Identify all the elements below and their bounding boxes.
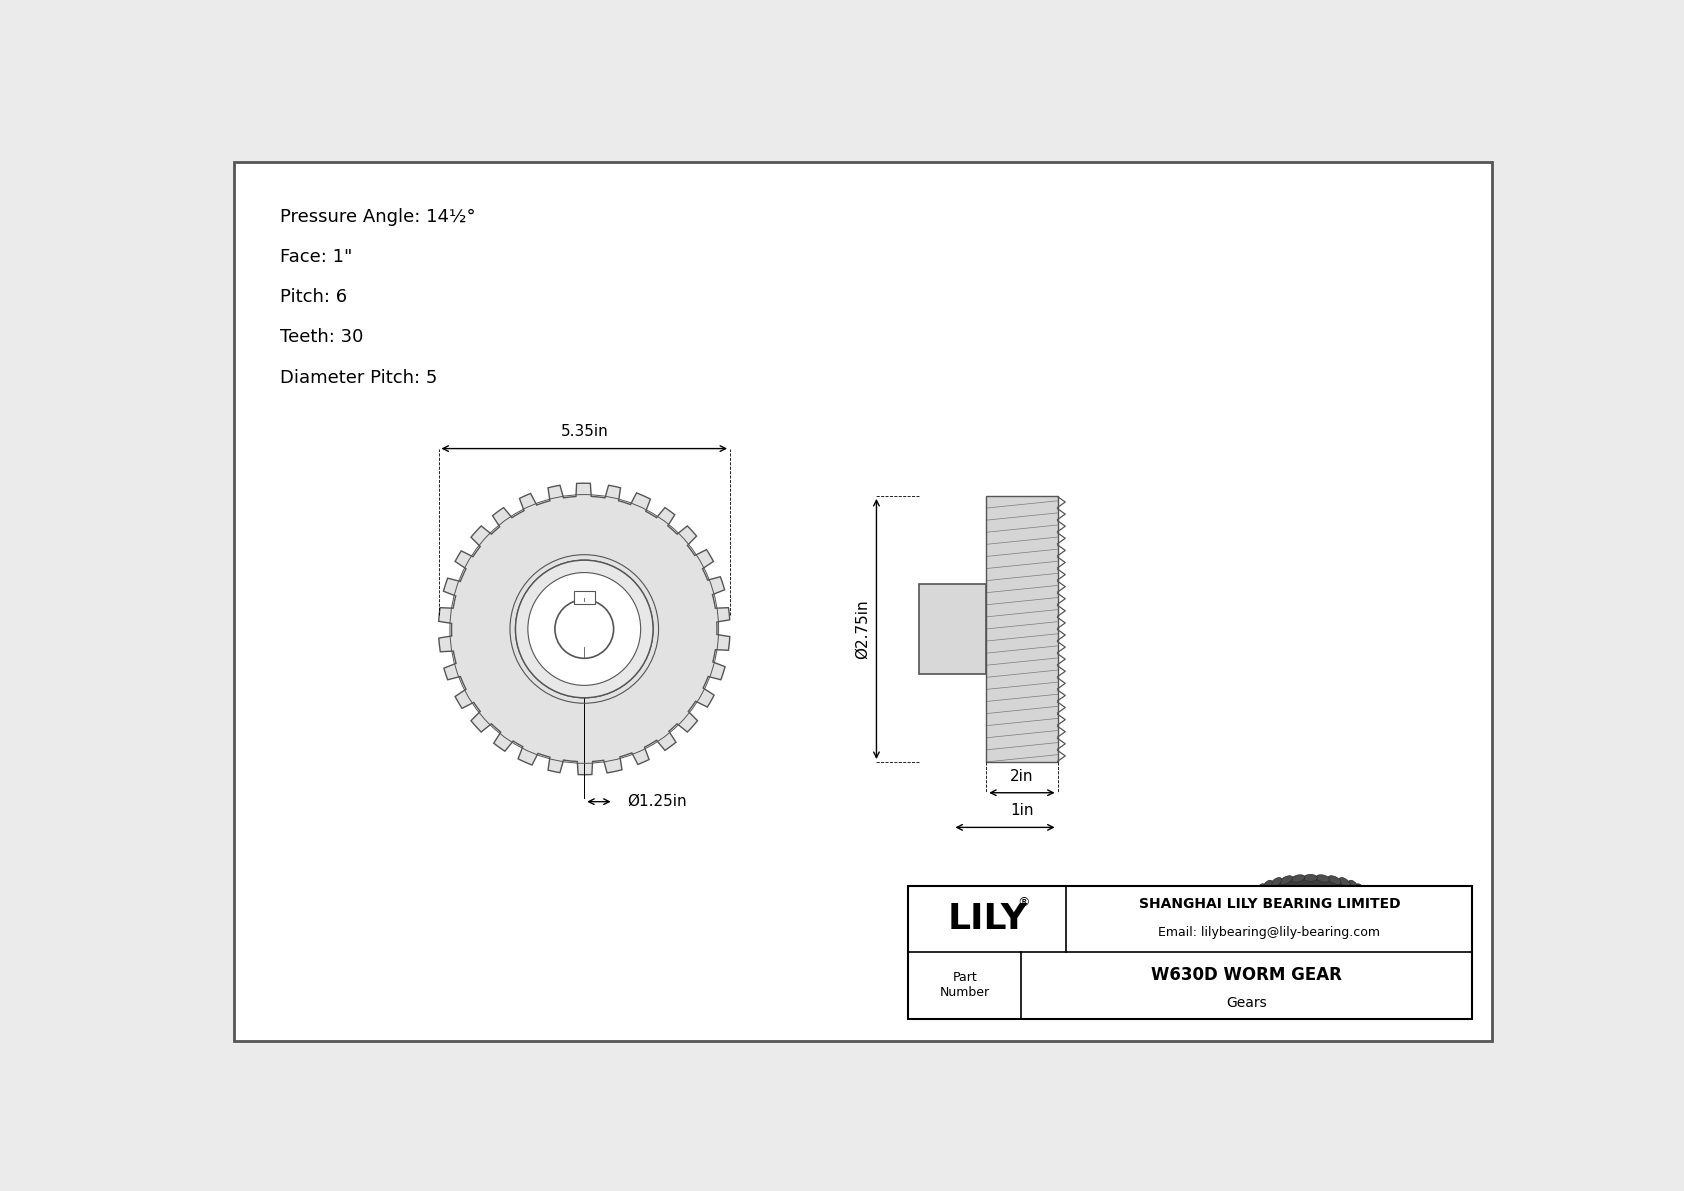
Ellipse shape (1261, 908, 1271, 918)
Ellipse shape (1329, 915, 1340, 923)
Ellipse shape (1256, 903, 1265, 915)
Text: Gears: Gears (1226, 996, 1268, 1010)
Text: SHANGHAI LILY BEARING LIMITED: SHANGHAI LILY BEARING LIMITED (1138, 897, 1399, 911)
Ellipse shape (1361, 898, 1367, 911)
Ellipse shape (1307, 898, 1315, 902)
Ellipse shape (1339, 878, 1351, 887)
Ellipse shape (1315, 917, 1330, 924)
Circle shape (527, 573, 640, 685)
Circle shape (556, 599, 613, 659)
Ellipse shape (1356, 884, 1364, 897)
Text: Part
Number: Part Number (940, 972, 990, 999)
Ellipse shape (1261, 880, 1271, 892)
Text: W630D WORM GEAR: W630D WORM GEAR (1152, 966, 1342, 984)
Ellipse shape (1270, 911, 1282, 922)
Text: Ø1.25in: Ø1.25in (628, 794, 687, 809)
Text: 2in: 2in (1010, 768, 1034, 784)
Text: 1in: 1in (1010, 803, 1034, 818)
Text: Pitch: 6: Pitch: 6 (280, 288, 347, 306)
Ellipse shape (1256, 884, 1265, 897)
Ellipse shape (1253, 888, 1260, 902)
Bar (908, 886, 1472, 1018)
Bar (987, 495, 1058, 762)
Ellipse shape (1251, 892, 1258, 906)
Ellipse shape (1349, 880, 1359, 892)
Ellipse shape (1315, 874, 1330, 883)
Ellipse shape (1362, 892, 1369, 906)
Text: Ø2.75in: Ø2.75in (855, 599, 871, 659)
Text: Pressure Angle: 14½°: Pressure Angle: 14½° (280, 208, 477, 226)
Ellipse shape (1292, 917, 1305, 924)
Ellipse shape (1253, 898, 1260, 911)
Circle shape (515, 560, 653, 698)
Polygon shape (440, 484, 729, 774)
Bar (574, 591, 594, 604)
Text: Teeth: 30: Teeth: 30 (280, 329, 364, 347)
Text: 5.35in: 5.35in (561, 424, 608, 439)
Bar (919, 584, 987, 674)
Ellipse shape (1356, 903, 1364, 915)
Ellipse shape (1329, 875, 1340, 885)
Ellipse shape (1297, 894, 1324, 905)
Text: ®: ® (1017, 896, 1031, 909)
Text: Face: 1": Face: 1" (280, 249, 352, 267)
Ellipse shape (1339, 911, 1351, 922)
Ellipse shape (1270, 878, 1282, 887)
Ellipse shape (1361, 888, 1367, 902)
Ellipse shape (1349, 908, 1359, 918)
Ellipse shape (1255, 878, 1366, 921)
Text: LILY: LILY (948, 902, 1027, 936)
Ellipse shape (1303, 917, 1317, 924)
Text: Email: lilybearing@lily-bearing.com: Email: lilybearing@lily-bearing.com (1159, 925, 1381, 939)
Ellipse shape (1280, 915, 1293, 923)
Ellipse shape (1303, 874, 1317, 881)
Ellipse shape (1280, 875, 1293, 885)
Ellipse shape (1292, 874, 1305, 883)
Text: Diameter Pitch: 5: Diameter Pitch: 5 (280, 368, 438, 387)
